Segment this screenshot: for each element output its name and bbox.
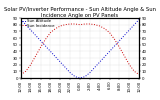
Legend: Sun Altitude, Sun Incidence: Sun Altitude, Sun Incidence [22,19,55,28]
Title: Solar PV/Inverter Performance - Sun Altitude Angle & Sun Incidence Angle on PV P: Solar PV/Inverter Performance - Sun Alti… [4,7,156,18]
